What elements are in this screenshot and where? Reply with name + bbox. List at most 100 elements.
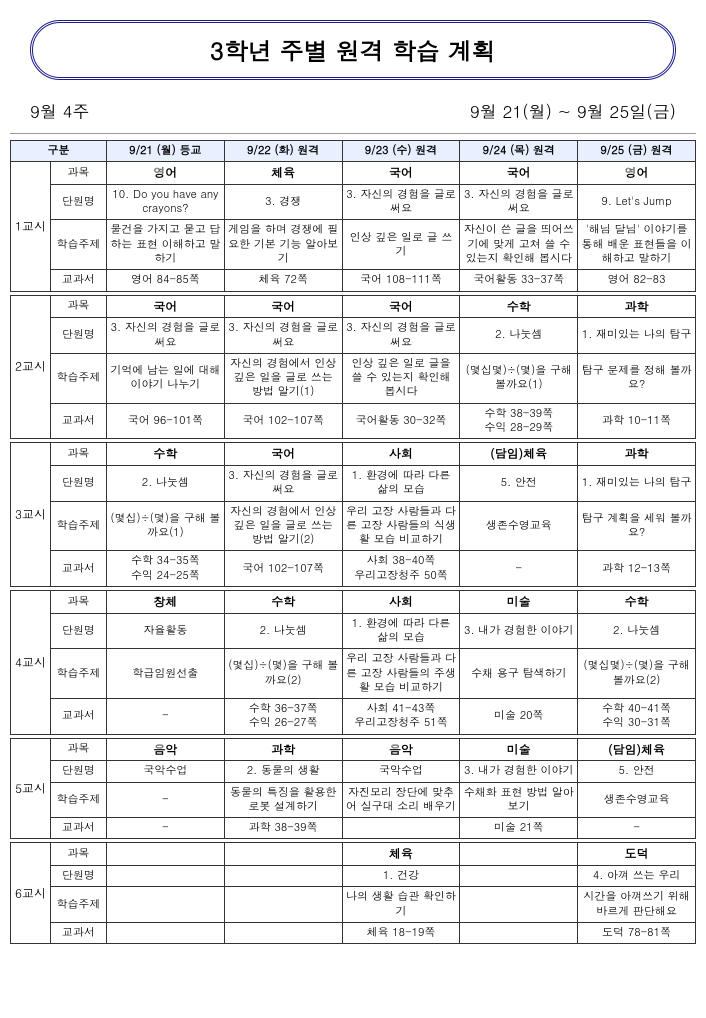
cell-topic: - xyxy=(107,782,225,818)
cell-textbook: 미술 20쪽 xyxy=(460,699,578,735)
row-label: 과목 xyxy=(51,738,107,761)
cell-topic: 자신이 쓴 글을 띄어쓰기에 맞게 고쳐 쓸 수 있는지 확인해 봅시다 xyxy=(460,220,578,270)
cell-unit: 1. 재미있는 나의 탐구 xyxy=(578,465,696,501)
cell-topic: 인상 깊은 일로 글 쓰기 xyxy=(342,220,460,270)
row-label: 단원명 xyxy=(51,761,107,782)
cell-textbook: 수학 38-39쪽수익 28-29쪽 xyxy=(460,403,578,439)
cell-textbook: 수학 36-37쪽수익 26-27쪽 xyxy=(224,699,342,735)
table-row: 1교시과목영어체육국어국어영어 xyxy=(11,162,696,185)
table-row: 교과서영어 84-85쪽체육 72쪽국어 108-111쪽국어활동 33-37쪽… xyxy=(11,270,696,291)
cell-subject: 수학 xyxy=(107,443,225,466)
row-label: 과목 xyxy=(51,295,107,318)
cell-textbook: 도덕 78-81쪽 xyxy=(578,922,696,943)
cell-unit: 자율활동 xyxy=(107,613,225,649)
cell-subject xyxy=(224,843,342,866)
cell-unit: 3. 자신의 경험을 글로 써요 xyxy=(342,318,460,354)
cell-subject: 국어 xyxy=(224,295,342,318)
cell-topic: 기억에 남는 일에 대해 이야기 나누기 xyxy=(107,353,225,403)
cell-textbook: 체육 18-19쪽 xyxy=(342,922,460,943)
cell-subject: 창체 xyxy=(107,591,225,614)
cell-topic: 생존수영교육 xyxy=(578,782,696,818)
row-label: 과목 xyxy=(51,843,107,866)
cell-textbook xyxy=(460,922,578,943)
cell-topic: 자신의 경험에서 인상 깊은 일을 글로 쓰는 방법 알기(2) xyxy=(224,501,342,551)
row-label: 교과서 xyxy=(51,551,107,587)
table-row: 단원명2. 나눗셈3. 자신의 경험을 글로 써요1. 환경에 따라 다른 삶의… xyxy=(11,465,696,501)
cell-topic: (몇십몇)÷(몇)을 구해볼까요(2) xyxy=(578,649,696,699)
date-row: 9월 4주 9월 21(월) ~ 9월 25일(금) xyxy=(10,95,696,134)
cell-topic: 수채 용구 탐색하기 xyxy=(460,649,578,699)
cell-unit: 3. 내가 경험한 이야기 xyxy=(460,613,578,649)
cell-subject: 수학 xyxy=(460,295,578,318)
table-row: 2교시과목국어국어국어수학과학 xyxy=(11,295,696,318)
cell-unit: 3. 자신의 경험을 글로 써요 xyxy=(224,465,342,501)
table-row: 단원명자율활동2. 나눗셈1. 환경에 따라 다른 삶의 모습3. 내가 경험한… xyxy=(11,613,696,649)
cell-textbook: 과학 10-11쪽 xyxy=(578,403,696,439)
cell-subject: 사회 xyxy=(342,591,460,614)
cell-subject: 영어 xyxy=(578,162,696,185)
cell-subject: 수학 xyxy=(578,591,696,614)
cell-textbook: 국어 102-107쪽 xyxy=(224,403,342,439)
week-label: 9월 4주 xyxy=(30,99,90,123)
cell-textbook: 영어 84-85쪽 xyxy=(107,270,225,291)
cell-topic: (몇십몇)÷(몇)을 구해볼까요(1) xyxy=(460,353,578,403)
row-label: 교과서 xyxy=(51,818,107,839)
cell-unit: 3. 자신의 경험을 글로 써요 xyxy=(224,318,342,354)
header-row: 구분 9/21 (월) 등교 9/22 (화) 원격 9/23 (수) 원격 9… xyxy=(11,141,696,162)
cell-textbook: - xyxy=(460,551,578,587)
title-box: 3학년 주별 원격 학습 계획 xyxy=(30,20,676,80)
row-label: 단원명 xyxy=(51,866,107,887)
cell-textbook xyxy=(107,922,225,943)
table-row: 학습주제(몇십)÷(몇)을 구해 볼까요(1)자신의 경험에서 인상 깊은 일을… xyxy=(11,501,696,551)
table-row: 교과서-수학 36-37쪽수익 26-27쪽사회 41-43쪽우리고장청주 51… xyxy=(11,699,696,735)
header-day: 9/23 (수) 원격 xyxy=(342,141,460,162)
table-row: 단원명3. 자신의 경험을 글로 써요3. 자신의 경험을 글로 써요3. 자신… xyxy=(11,318,696,354)
cell-textbook xyxy=(224,922,342,943)
cell-subject: 미술 xyxy=(460,591,578,614)
row-label: 과목 xyxy=(51,162,107,185)
period-label: 6교시 xyxy=(11,843,51,944)
cell-topic: 인상 깊은 일로 글을 쓸 수 있는지 확인해 봅시다 xyxy=(342,353,460,403)
cell-unit: 2. 나눗셈 xyxy=(578,613,696,649)
row-label: 학습주제 xyxy=(51,649,107,699)
row-label: 학습주제 xyxy=(51,353,107,403)
cell-unit: 2. 나눗셈 xyxy=(107,465,225,501)
row-label: 학습주제 xyxy=(51,887,107,923)
cell-topic: 동물의 특징을 활용한 로봇 설계하기 xyxy=(224,782,342,818)
table-row: 교과서국어 96-101쪽국어 102-107쪽국어활동 30-32쪽수학 38… xyxy=(11,403,696,439)
cell-unit: 2. 동물의 생활 xyxy=(224,761,342,782)
row-label: 학습주제 xyxy=(51,220,107,270)
row-label: 학습주제 xyxy=(51,501,107,551)
cell-topic: 생존수영교육 xyxy=(460,501,578,551)
cell-textbook: 미술 21쪽 xyxy=(460,818,578,839)
date-range: 9월 21(월) ~ 9월 25일(금) xyxy=(470,99,676,123)
row-label: 과목 xyxy=(51,591,107,614)
cell-textbook: - xyxy=(107,818,225,839)
cell-unit: 5. 안전 xyxy=(460,465,578,501)
cell-subject: 음악 xyxy=(342,738,460,761)
cell-topic: (몇십)÷(몇)을 구해 볼까요(1) xyxy=(107,501,225,551)
cell-unit: 1. 환경에 따라 다른 삶의 모습 xyxy=(342,465,460,501)
cell-unit: 3. 자신의 경험을 글로 써요 xyxy=(460,184,578,220)
period-label: 5교시 xyxy=(11,738,51,839)
table-row: 3교시과목수학국어사회(담임)체육과학 xyxy=(11,443,696,466)
page-title: 3학년 주별 원격 학습 계획 xyxy=(33,33,673,67)
cell-textbook: - xyxy=(107,699,225,735)
cell-unit: 4. 아껴 쓰는 우리 xyxy=(578,866,696,887)
cell-textbook: 영어 82-83 xyxy=(578,270,696,291)
cell-subject: 체육 xyxy=(224,162,342,185)
cell-topic: 학급임원선출 xyxy=(107,649,225,699)
table-row: 교과서수학 34-35쪽수익 24-25쪽국어 102-107쪽사회 38-40… xyxy=(11,551,696,587)
row-label: 단원명 xyxy=(51,613,107,649)
cell-subject: 국어 xyxy=(224,443,342,466)
cell-subject: 영어 xyxy=(107,162,225,185)
table-row: 학습주제물건을 가지고 묻고 답하는 표현 이해하고 말하기게임을 하며 경쟁에… xyxy=(11,220,696,270)
cell-subject xyxy=(460,843,578,866)
cell-topic: 우리 고장 사람들과 다른 고장 사람들의 주생활 모습 비교하기 xyxy=(342,649,460,699)
cell-subject: 과학 xyxy=(224,738,342,761)
table-row: 교과서-과학 38-39쪽미술 21쪽- xyxy=(11,818,696,839)
cell-subject: 미술 xyxy=(460,738,578,761)
cell-textbook: 국어 108-111쪽 xyxy=(342,270,460,291)
cell-unit: 3. 경쟁 xyxy=(224,184,342,220)
cell-topic: 나의 생활 습관 확인하기 xyxy=(342,887,460,923)
